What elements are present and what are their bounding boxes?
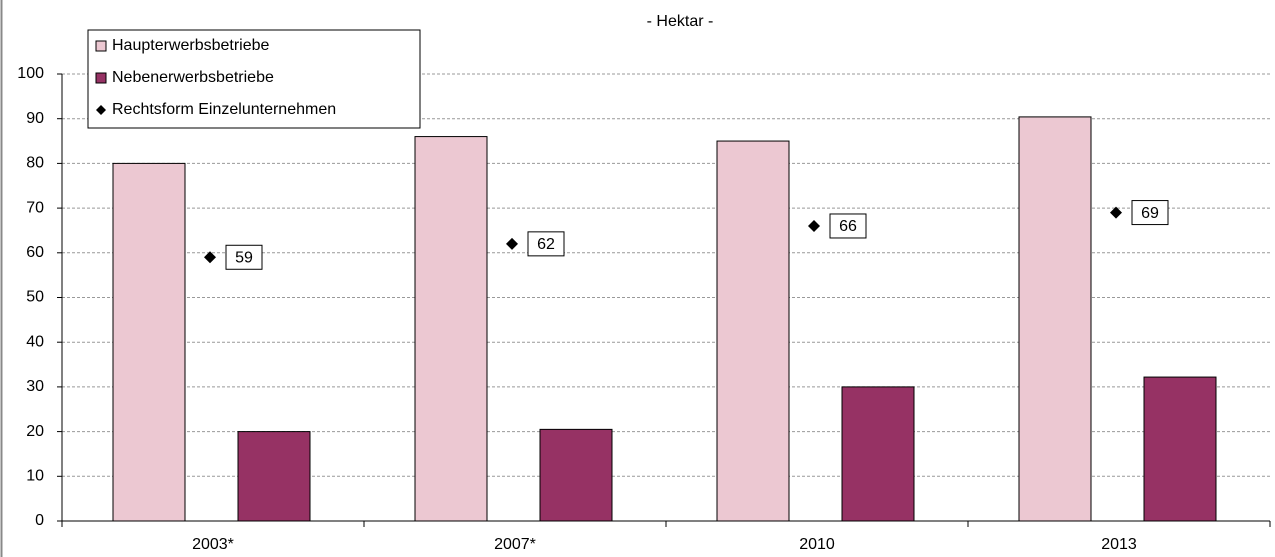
x-tick-label: 2007* — [494, 536, 536, 553]
y-tick-label: 60 — [26, 244, 44, 261]
legend-marker — [96, 105, 106, 115]
data-label-box — [1131, 200, 1169, 226]
data-label-box — [527, 231, 565, 257]
y-tick-label: 30 — [26, 378, 44, 395]
data-label: 59 — [235, 249, 253, 266]
y-tick-label: 0 — [35, 512, 44, 529]
data-label-box — [225, 244, 263, 270]
y-tick-label: 40 — [26, 333, 44, 350]
legend-marker — [95, 40, 107, 52]
bar — [112, 162, 186, 522]
y-tick-label: 70 — [26, 199, 44, 216]
bar — [716, 140, 790, 522]
marker — [506, 237, 518, 250]
y-tick-label: 50 — [26, 289, 44, 306]
bar — [1018, 116, 1092, 522]
data-label: 69 — [1141, 205, 1159, 222]
y-tick-label: 100 — [17, 65, 44, 82]
x-tick-label: 2003* — [192, 536, 234, 553]
x-tick-label: 2010 — [799, 536, 835, 553]
data-label-box — [829, 213, 867, 239]
bar — [841, 386, 915, 522]
legend-box — [87, 29, 421, 129]
legend-label: Rechtsform Einzelunternehmen — [112, 101, 336, 118]
legend-label: Nebenerwerbsbetriebe — [112, 69, 274, 86]
bar — [539, 428, 613, 522]
marker — [808, 219, 820, 232]
bar — [1143, 376, 1217, 522]
y-tick-label: 80 — [26, 155, 44, 172]
legend-marker — [95, 72, 107, 84]
y-tick-label: 20 — [26, 423, 44, 440]
chart-title: - Hektar - — [647, 13, 714, 30]
data-label: 66 — [839, 218, 857, 235]
legend-label: Haupterwerbsbetriebe — [112, 37, 270, 54]
y-tick-label: 10 — [26, 468, 44, 485]
x-tick-label: 2013 — [1101, 536, 1137, 553]
data-label: 62 — [537, 236, 555, 253]
bar — [237, 431, 311, 522]
marker — [204, 251, 216, 264]
marker — [1110, 206, 1122, 219]
bar — [414, 136, 488, 522]
y-tick-label: 90 — [26, 110, 44, 127]
